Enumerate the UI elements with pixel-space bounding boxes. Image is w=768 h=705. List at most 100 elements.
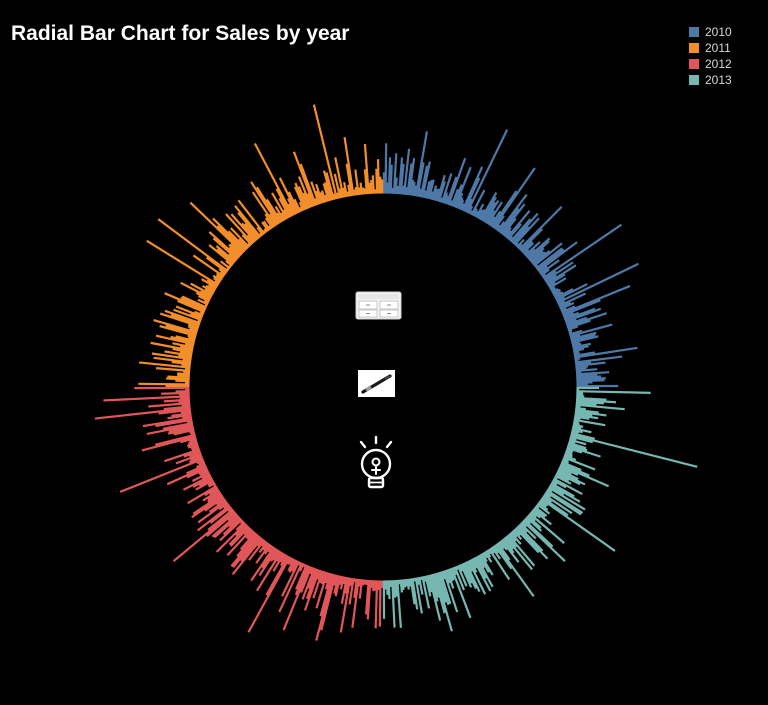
radial-bar-2012[interactable] [190,431,196,436]
radial-bar-2010[interactable] [437,180,446,203]
radial-bar-2013[interactable] [575,398,617,404]
radial-bar-2010[interactable] [538,259,560,276]
radial-bar-2012[interactable] [191,446,201,452]
radial-bar-2012[interactable] [282,565,311,631]
radial-bar-2013[interactable] [506,533,536,567]
radial-bar-2011[interactable] [324,194,329,203]
radial-bar-2013[interactable] [573,413,599,420]
radial-bar-2012[interactable] [287,558,296,572]
radial-bar-2012[interactable] [248,538,266,561]
radial-bar-2011[interactable] [315,190,323,205]
radial-bar-2013[interactable] [468,558,478,573]
radial-bar-2012[interactable] [119,457,205,493]
radial-bar-2011[interactable] [241,222,258,242]
radial-bar-2010[interactable] [543,261,574,283]
radial-bar-2010[interactable] [566,325,579,331]
radial-bar-2010[interactable] [470,189,486,216]
radial-bar-2011[interactable] [268,225,273,231]
radial-bar-2010[interactable] [421,161,431,199]
radial-bar-2013[interactable] [458,563,464,572]
radial-bar-2011[interactable] [368,182,372,195]
radial-bar-2011[interactable] [256,186,281,225]
radial-bar-2012[interactable] [197,500,229,524]
radial-bar-2013[interactable] [547,486,586,511]
radial-bar-2010[interactable] [550,287,557,293]
radial-bar-2011[interactable] [170,335,196,344]
radial-bar-2013[interactable] [533,505,548,517]
radial-bar-2012[interactable] [315,571,329,609]
radial-bar-2011[interactable] [201,284,216,294]
radial-bar-2011[interactable] [238,238,250,250]
radial-bar-2012[interactable] [94,406,192,420]
radial-bar-2010[interactable] [461,166,484,212]
radial-bar-2013[interactable] [401,578,405,591]
radial-bar-2010[interactable] [435,174,446,203]
radial-bar-2013[interactable] [399,579,403,593]
radial-bar-2011[interactable] [346,191,350,198]
radial-bar-2010[interactable] [487,216,496,227]
radial-bar-2012[interactable] [361,578,365,586]
radial-bar-2012[interactable] [182,474,212,491]
radial-bar-2013[interactable] [467,559,487,595]
radial-bar-2012[interactable] [270,548,280,562]
radial-bar-2012[interactable] [353,578,359,599]
radial-bar-2012[interactable] [209,487,220,496]
radial-bar-2013[interactable] [563,454,577,462]
radial-bar-2012[interactable] [295,563,308,590]
radial-bar-2011[interactable] [310,181,321,206]
radial-bar-2010[interactable] [573,352,580,356]
radial-bar-2013[interactable] [448,567,456,581]
radial-bar-2012[interactable] [374,579,379,629]
radial-bar-2013[interactable] [565,446,583,454]
radial-bar-2010[interactable] [480,196,497,222]
radial-bar-2013[interactable] [515,525,549,560]
radial-bar-2011[interactable] [241,234,253,247]
radial-bar-2012[interactable] [180,410,192,414]
radial-bar-2011[interactable] [182,358,192,363]
radial-bar-2011[interactable] [172,347,194,354]
radial-bar-2010[interactable] [569,331,597,341]
radial-bar-2013[interactable] [574,411,593,417]
radial-bar-2012[interactable] [342,576,347,585]
radial-bar-2011[interactable] [192,254,226,278]
radial-bar-2012[interactable] [288,557,295,566]
radial-bar-2011[interactable] [187,334,197,339]
radial-bar-2010[interactable] [574,361,606,368]
radial-bar-2010[interactable] [567,330,573,335]
radial-bar-2012[interactable] [231,536,264,575]
radial-bar-2011[interactable] [207,284,217,291]
radial-bar-2010[interactable] [506,223,522,241]
radial-bar-2011[interactable] [302,192,311,209]
radial-bar-2011[interactable] [159,325,198,338]
radial-bar-2013[interactable] [500,538,520,563]
radial-bar-2011[interactable] [200,290,213,299]
radial-bar-2010[interactable] [509,218,532,243]
radial-bar-2012[interactable] [199,469,210,477]
radial-bar-2011[interactable] [237,212,261,240]
radial-bar-2012[interactable] [188,451,202,458]
radial-bar-2011[interactable] [298,201,305,212]
radial-bar-2010[interactable] [574,361,592,366]
radial-bar-2013[interactable] [574,408,599,414]
radial-bar-2011[interactable] [167,375,191,379]
radial-bar-2010[interactable] [560,305,576,314]
radial-bar-2012[interactable] [349,577,354,587]
radial-bar-2012[interactable] [228,515,241,528]
radial-bar-2011[interactable] [361,187,365,196]
radial-bar-2012[interactable] [299,565,313,593]
radial-bar-2010[interactable] [521,242,535,255]
radial-bar-2013[interactable] [505,534,518,548]
radial-bar-2013[interactable] [387,579,391,600]
radial-bar-2011[interactable] [184,367,191,371]
radial-bar-2010[interactable] [572,347,585,353]
radial-bar-2010[interactable] [567,329,573,333]
radial-bar-2013[interactable] [494,542,535,598]
radial-bar-2011[interactable] [263,227,269,234]
radial-bar-2010[interactable] [554,288,574,300]
radial-bar-2010[interactable] [424,181,431,200]
radial-bar-2012[interactable] [312,569,324,599]
radial-bar-2011[interactable] [358,187,362,196]
radial-bar-2013[interactable] [502,536,514,550]
radial-bar-2010[interactable] [525,248,536,259]
radial-bar-2013[interactable] [479,553,494,576]
